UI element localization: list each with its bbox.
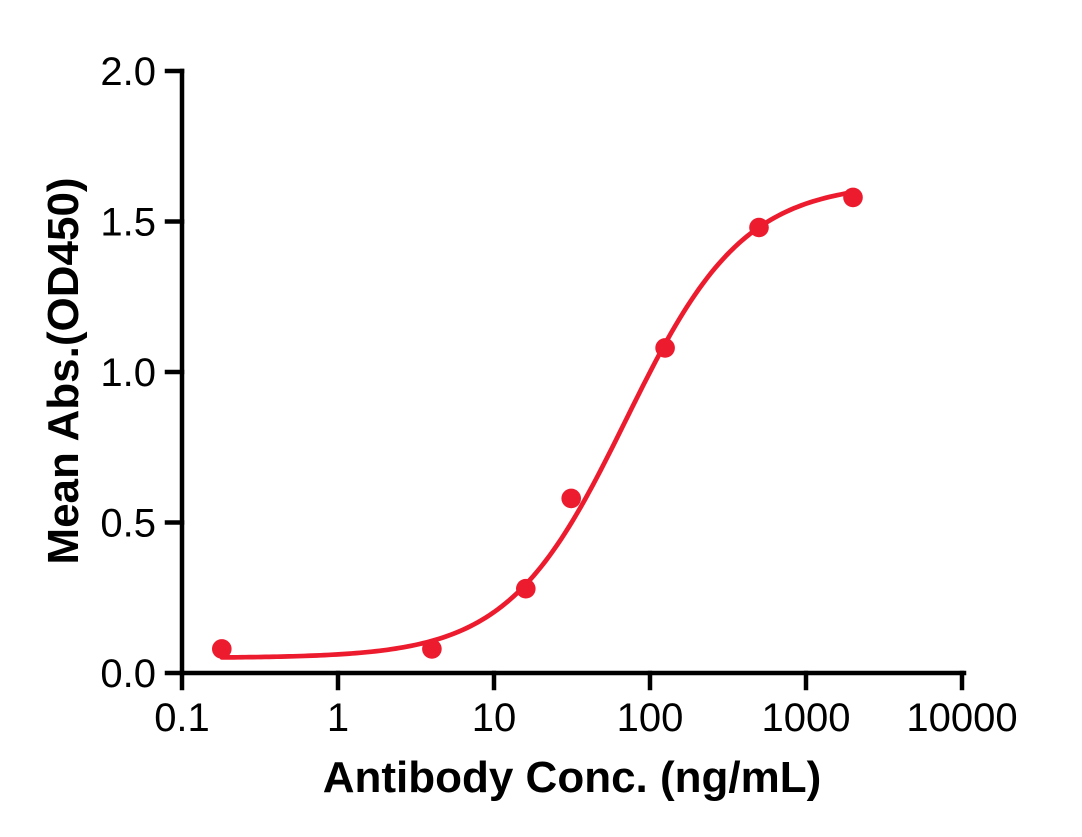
data-point — [749, 217, 769, 238]
data-point — [655, 338, 675, 358]
data-point — [212, 639, 232, 659]
y-tick-label: 1.5 — [100, 201, 156, 245]
x-tick-label: 1 — [327, 696, 349, 740]
x-tick-label: 1000 — [762, 696, 851, 740]
y-tick-label: 1.0 — [100, 351, 156, 395]
data-point — [422, 639, 442, 659]
y-tick-label: 0.0 — [100, 652, 156, 696]
y-axis-title: Mean Abs.(OD450) — [39, 177, 88, 564]
data-point — [516, 578, 536, 599]
data-point — [561, 488, 581, 509]
y-tick-label: 2.0 — [100, 50, 156, 94]
x-tick-label: 10000 — [906, 696, 1017, 740]
fit-curve — [219, 189, 856, 660]
x-tick-label: 0.1 — [154, 696, 210, 740]
y-tick-label: 0.5 — [100, 502, 156, 546]
series-layer — [212, 187, 863, 660]
axes-layer: 0.0 0.5 1.0 1.5 2.0 0.1 1 10 100 1000 10000 — [100, 50, 1017, 740]
x-tick-label: 100 — [617, 696, 684, 740]
x-axis-title: Antibody Conc. (ng/mL) — [323, 753, 822, 802]
x-tick-label: 10 — [472, 696, 517, 740]
data-point — [843, 187, 863, 208]
